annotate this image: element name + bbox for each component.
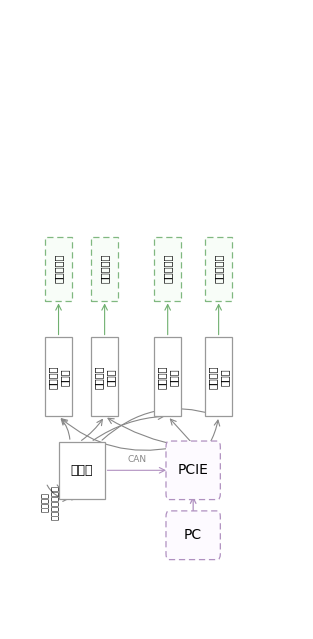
Text: 光栅信号: 光栅信号	[41, 492, 50, 512]
Text: 头起始位置信号: 头起始位置信号	[51, 485, 60, 520]
FancyBboxPatch shape	[59, 442, 105, 498]
FancyBboxPatch shape	[166, 511, 220, 560]
Text: 至少一嘴头: 至少一嘴头	[163, 254, 173, 283]
Text: CAN: CAN	[127, 456, 146, 465]
FancyBboxPatch shape	[91, 236, 118, 300]
Text: 第一嘴头
控制板: 第一嘴头 控制板	[48, 365, 69, 389]
FancyBboxPatch shape	[91, 337, 118, 416]
FancyBboxPatch shape	[154, 337, 181, 416]
FancyBboxPatch shape	[45, 236, 72, 300]
Text: 至少一嘴头: 至少一嘴头	[214, 254, 223, 283]
Text: 分接板: 分接板	[70, 464, 93, 477]
FancyBboxPatch shape	[154, 236, 181, 300]
FancyBboxPatch shape	[205, 236, 232, 300]
Text: 至少一嘴头: 至少一嘴头	[100, 254, 110, 283]
FancyBboxPatch shape	[166, 441, 220, 500]
Text: 第四嘴头
控制板: 第四嘴头 控制板	[208, 365, 229, 389]
Text: 第三嘴头
控制板: 第三嘴头 控制板	[157, 365, 178, 389]
FancyBboxPatch shape	[45, 337, 72, 416]
FancyBboxPatch shape	[205, 337, 232, 416]
Text: 第二嘴头
控制板: 第二嘴头 控制板	[94, 365, 115, 389]
Text: PC: PC	[184, 528, 202, 543]
Text: PCIE: PCIE	[178, 463, 208, 477]
Text: 至少一嘴头: 至少一嘴头	[54, 254, 64, 283]
